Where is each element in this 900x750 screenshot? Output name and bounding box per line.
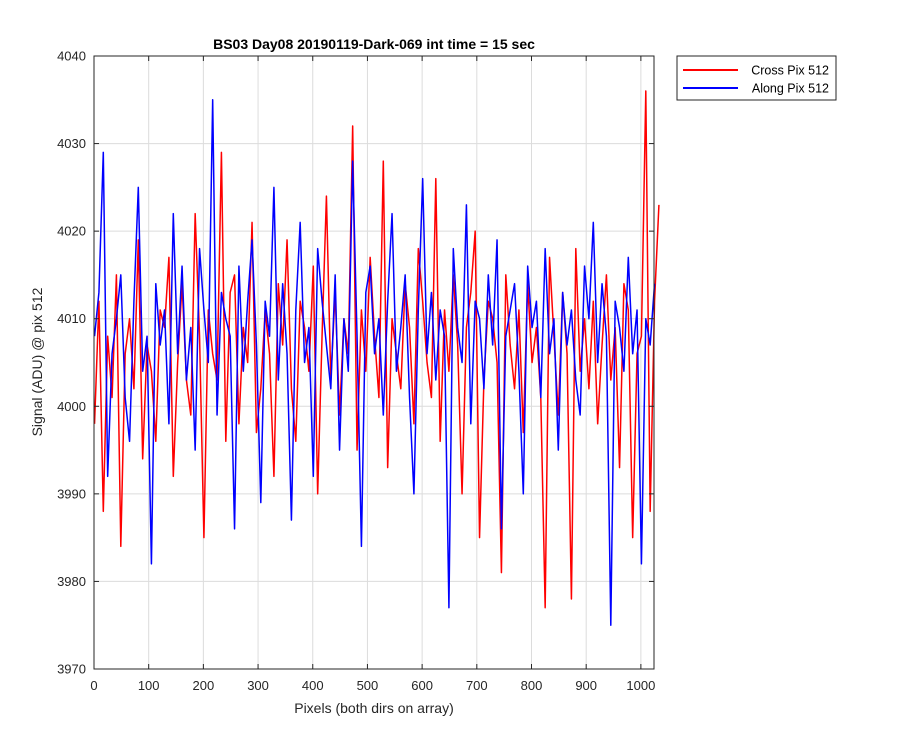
plot-frame bbox=[93, 55, 655, 670]
y-tick-label: 3980 bbox=[57, 574, 86, 589]
legend-box bbox=[676, 55, 837, 101]
x-tick-label: 800 bbox=[521, 678, 543, 693]
legend-label-along: Along Pix 512 bbox=[752, 82, 829, 96]
y-tick-label: 4020 bbox=[57, 224, 86, 239]
x-tick-label: 900 bbox=[575, 678, 597, 693]
x-tick-label: 300 bbox=[247, 678, 269, 693]
x-tick-label: 1000 bbox=[626, 678, 655, 693]
y-tick-label: 4040 bbox=[57, 49, 86, 64]
x-tick-label: 500 bbox=[357, 678, 379, 693]
chart-title: BS03 Day08 20190119-Dark-069 int time = … bbox=[213, 36, 535, 52]
x-tick-label: 700 bbox=[466, 678, 488, 693]
x-axis-label: Pixels (both dirs on array) bbox=[294, 700, 454, 716]
y-tick-label: 3990 bbox=[57, 486, 86, 501]
y-axis-label: Signal (ADU) @ pix 512 bbox=[29, 287, 45, 436]
y-tick-label: 4000 bbox=[57, 399, 86, 414]
axis-ticks: 0 100 200 300 400 500 600 700 800 900 1000 3970 3980… bbox=[57, 49, 655, 694]
x-tick-label: 0 bbox=[90, 678, 97, 693]
x-tick-label: 100 bbox=[138, 678, 160, 693]
x-tick-label: 400 bbox=[302, 678, 324, 693]
legend-label-cross: Cross Pix 512 bbox=[751, 64, 829, 78]
legend[interactable]: Cross Pix 512 Along Pix 512 bbox=[676, 55, 837, 101]
series-lines bbox=[93, 90, 660, 626]
x-tick-label: 200 bbox=[193, 678, 215, 693]
y-tick-label: 4030 bbox=[57, 136, 86, 151]
y-tick-label: 3970 bbox=[57, 662, 86, 677]
y-tick-label: 4010 bbox=[57, 311, 86, 326]
x-tick-label: 600 bbox=[411, 678, 433, 693]
series-line-along-pix-512 bbox=[93, 99, 656, 626]
